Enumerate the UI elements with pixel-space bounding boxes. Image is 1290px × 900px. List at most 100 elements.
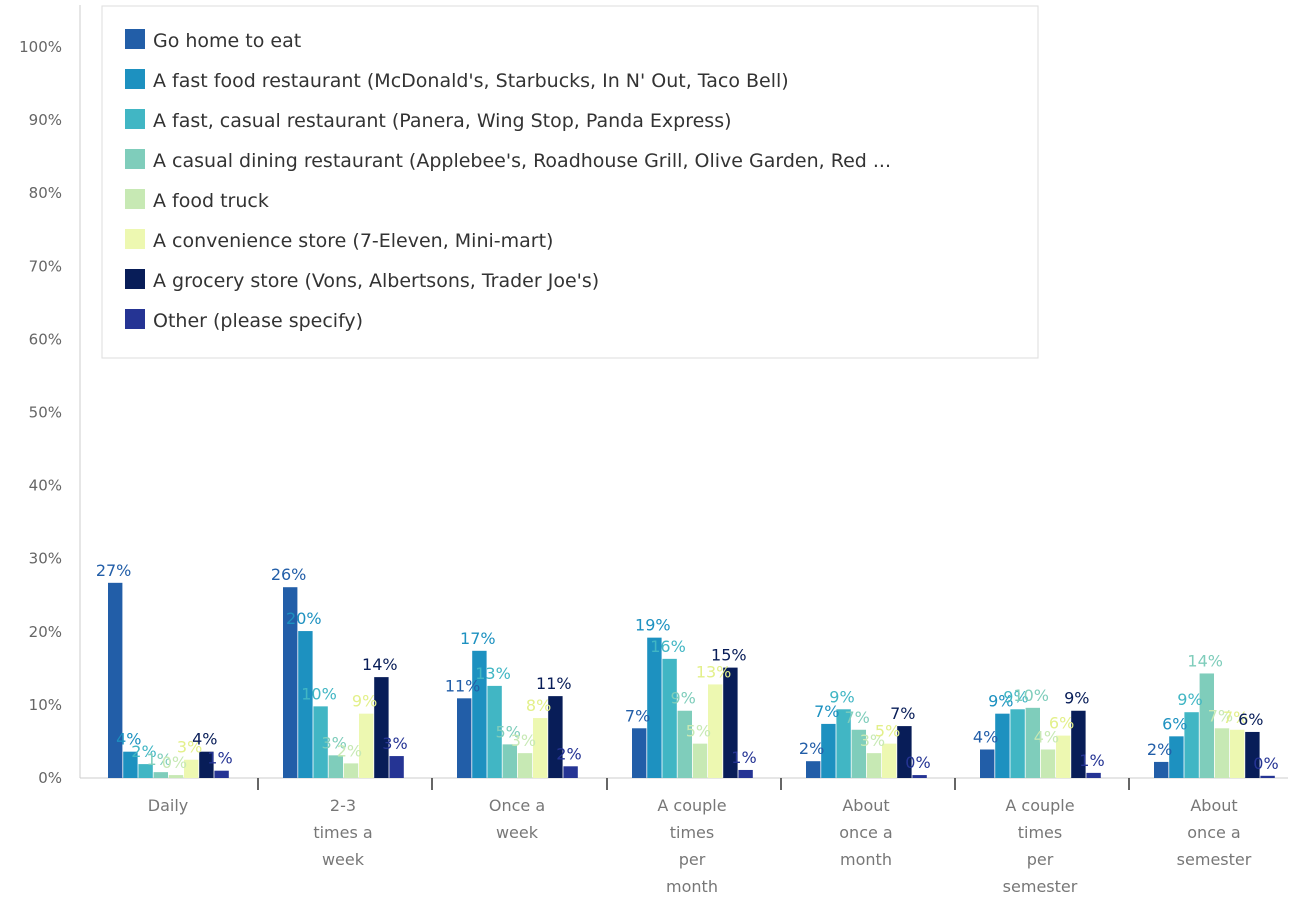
data-label: 9%	[1064, 689, 1089, 708]
bar	[313, 706, 328, 778]
x-category-label: About	[842, 796, 889, 815]
bar	[677, 710, 692, 778]
data-label: 3%	[382, 734, 407, 753]
data-label: 2%	[799, 739, 824, 758]
bar	[517, 753, 533, 778]
y-tick-label: 0%	[38, 769, 62, 787]
bar	[1260, 775, 1275, 778]
y-tick-label: 10%	[29, 696, 62, 714]
bar	[632, 728, 647, 778]
data-label: 13%	[475, 664, 511, 683]
y-tick-label: 80%	[29, 184, 62, 202]
y-tick-label: 20%	[29, 623, 62, 641]
bar	[359, 713, 374, 778]
bar	[662, 658, 677, 778]
bar	[1230, 729, 1245, 778]
bar	[184, 759, 199, 778]
x-category-label: times	[1018, 823, 1062, 842]
bar	[1245, 731, 1260, 778]
data-label: 7%	[814, 702, 839, 721]
data-label: 17%	[460, 629, 496, 648]
x-category-label: times	[670, 823, 714, 842]
y-tick-label: 40%	[29, 477, 62, 495]
x-category-label: A couple	[657, 796, 726, 815]
bar	[389, 756, 404, 778]
data-label: 4%	[192, 730, 217, 749]
data-label: 1%	[731, 748, 756, 767]
bar	[1154, 761, 1169, 778]
bar	[283, 587, 298, 778]
legend-swatch	[125, 309, 145, 329]
data-label: 4%	[973, 727, 998, 746]
legend-label: A fast, casual restaurant (Panera, Wing …	[153, 110, 732, 132]
data-label: 1%	[147, 750, 172, 769]
data-label: 5%	[496, 722, 521, 741]
y-tick-label: 70%	[29, 257, 62, 275]
bar	[1184, 712, 1199, 778]
data-label: 14%	[362, 655, 398, 674]
x-axis: Daily 2-3 times a week Once a week A couple tim…	[80, 777, 1288, 896]
bar	[723, 667, 738, 778]
bar	[882, 743, 897, 778]
data-label: 11%	[445, 676, 481, 695]
bar	[168, 775, 184, 778]
bar	[502, 744, 517, 778]
data-label: 9%	[988, 692, 1013, 711]
bar	[806, 761, 821, 778]
bar	[1169, 736, 1184, 778]
data-label: 3%	[322, 733, 347, 752]
data-label: 0%	[1253, 754, 1278, 773]
bar	[123, 751, 138, 778]
y-tick-label: 90%	[29, 111, 62, 129]
bar	[692, 743, 708, 778]
data-label: 7%	[625, 706, 650, 725]
bar	[548, 696, 563, 778]
bar	[487, 685, 502, 778]
data-label: 1%	[1079, 751, 1104, 770]
data-label: 7%	[890, 704, 915, 723]
x-category-label: per	[1027, 850, 1054, 869]
y-tick-label: 30%	[29, 550, 62, 568]
bar	[1010, 709, 1025, 778]
data-label: 20%	[286, 609, 322, 628]
bar	[1086, 772, 1101, 778]
data-label: 9%	[352, 692, 377, 711]
bar	[738, 769, 753, 778]
bar	[912, 775, 927, 778]
data-label: 2%	[131, 742, 156, 761]
data-label: 4%	[1034, 727, 1059, 746]
bar	[457, 698, 472, 778]
x-category-label: month	[666, 877, 718, 896]
x-category-label: per	[679, 850, 706, 869]
data-label: 6%	[1238, 710, 1263, 729]
x-category-label: Once a	[489, 796, 545, 815]
data-label: 9%	[1177, 690, 1202, 709]
data-label: 2%	[1147, 740, 1172, 759]
legend-label: Other (please specify)	[153, 310, 363, 332]
bars	[108, 582, 1275, 778]
bar	[1056, 735, 1071, 778]
y-axis: 0% 10% 20% 30% 40% 50% 60% 70% 80% 90% 100%	[19, 5, 81, 787]
bar	[533, 718, 548, 778]
bar	[1071, 710, 1086, 778]
legend-label: A food truck	[153, 190, 269, 212]
x-category-label: month	[840, 850, 892, 869]
data-label: 9%	[1003, 687, 1028, 706]
data-label: 14%	[1187, 651, 1223, 670]
data-label: 7%	[1223, 708, 1248, 727]
data-label: 7%	[1208, 706, 1233, 725]
bar	[708, 684, 723, 778]
bar	[472, 650, 487, 778]
data-label: 5%	[875, 722, 900, 741]
data-label: 6%	[1162, 714, 1187, 733]
data-label: 7%	[845, 708, 870, 727]
x-category-label: 2-3	[330, 796, 356, 815]
data-label: 26%	[271, 565, 307, 584]
legend-swatch	[125, 229, 145, 249]
bar	[1025, 707, 1040, 778]
x-category-label: semester	[1003, 877, 1078, 896]
x-category-label: semester	[1177, 850, 1252, 869]
legend-label: Go home to eat	[153, 30, 301, 52]
legend: Go home to eat A fast food restaurant (Mc…	[101, 5, 1039, 359]
